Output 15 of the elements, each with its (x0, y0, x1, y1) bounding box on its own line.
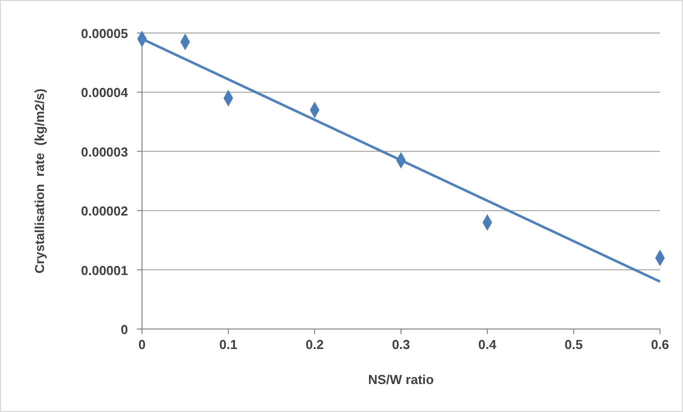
y-tick-label: 0 (120, 322, 128, 337)
x-tick-label: 0.3 (392, 337, 410, 352)
x-tick-label: 0.4 (478, 337, 498, 352)
y-tick-label: 0.00001 (81, 262, 128, 278)
y-tick-label: 0.00002 (81, 204, 128, 219)
x-tick-label: 0.1 (219, 337, 238, 352)
x-axis-title: NS/W ratio (368, 372, 434, 387)
y-axis-title: Crystallisation rate (kg/m2/s) (32, 88, 47, 274)
x-tick-label: 0 (138, 337, 146, 352)
y-tick-label: 0.00005 (81, 26, 128, 41)
x-tick-label: 0.2 (306, 337, 324, 352)
y-tick-label: 0.00004 (81, 85, 129, 100)
x-tick-label: 0.6 (650, 337, 670, 352)
x-tick-label: 0.5 (564, 337, 583, 352)
y-tick-label: 0.00003 (81, 144, 128, 160)
